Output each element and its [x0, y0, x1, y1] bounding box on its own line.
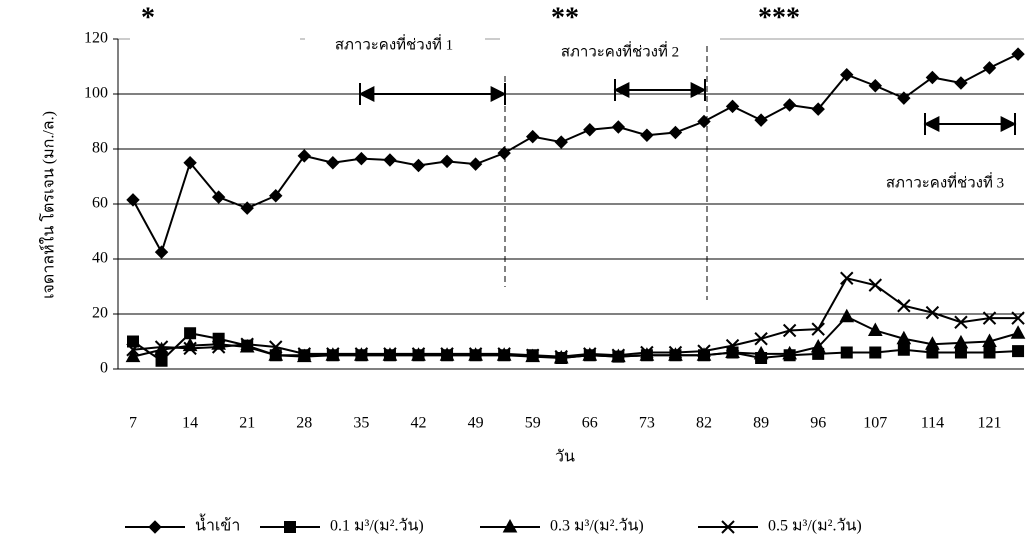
point	[1012, 48, 1024, 60]
point	[898, 344, 909, 355]
y-tick-label: 80	[92, 140, 108, 157]
x-tick-label: 28	[296, 415, 312, 432]
legend-marker	[149, 521, 161, 533]
point	[413, 160, 425, 172]
point	[470, 158, 482, 170]
x-tick-label: 96	[810, 415, 826, 432]
y-tick-label: 120	[84, 30, 108, 47]
point	[185, 328, 196, 339]
x-tick-label: 89	[753, 415, 769, 432]
legend-label: น้ำเข้า	[195, 514, 240, 535]
point	[641, 129, 653, 141]
x-tick-label: 114	[921, 415, 944, 432]
series-line	[133, 278, 1018, 356]
point	[698, 116, 710, 128]
x-tick-label: 35	[353, 415, 369, 432]
x-tick-label: 21	[239, 415, 255, 432]
x-tick-label: 107	[863, 415, 887, 432]
y-tick-label: 60	[92, 195, 108, 212]
point	[869, 324, 882, 336]
point	[784, 99, 796, 111]
legend-label: 0.5 ม³/(ม².วัน)	[768, 518, 862, 535]
x-tick-label: 42	[411, 415, 427, 432]
point	[285, 522, 296, 533]
point	[527, 131, 539, 143]
point	[669, 127, 681, 139]
point	[327, 157, 339, 169]
x-tick-label: 82	[696, 415, 712, 432]
legend-label: 0.3 ม³/(ม².วัน)	[550, 518, 644, 535]
y-tick-label: 100	[84, 85, 108, 102]
label-bg	[130, 30, 300, 48]
point	[955, 347, 966, 358]
x-tick-label: 121	[978, 415, 1002, 432]
x-tick-label: 49	[468, 415, 484, 432]
point	[870, 347, 881, 358]
annotation: สภาวะคงที่ช่วงที่ 3	[886, 171, 1004, 191]
legend-label: 0.1 ม³/(ม².วัน)	[330, 518, 424, 535]
point	[955, 77, 967, 89]
point	[840, 310, 853, 322]
y-axis-label: เจดาลห์ใน โตรเจน (มก./ล.)	[39, 111, 58, 299]
x-tick-label: 14	[182, 415, 198, 432]
chart: เจดาลห์ใน โตรเจน (มก./ล.) วัน 0 20 40 60 80 1…	[0, 0, 1028, 554]
point	[555, 136, 567, 148]
x-axis-label: วัน	[555, 449, 575, 466]
legend-marker	[285, 522, 296, 533]
x-tick-label: 7	[129, 415, 137, 432]
point	[355, 153, 367, 165]
point	[841, 347, 852, 358]
y-tick-label: 0	[100, 360, 108, 377]
point	[149, 521, 161, 533]
point	[156, 355, 167, 366]
y-tick-label: 20	[92, 305, 108, 322]
y-tick-label: 40	[92, 250, 108, 267]
point	[441, 155, 453, 167]
annotation: **	[551, 2, 579, 33]
point	[1013, 346, 1024, 357]
point	[984, 347, 995, 358]
point	[984, 62, 996, 74]
point	[869, 80, 881, 92]
point	[384, 154, 396, 166]
point	[612, 121, 624, 133]
x-tick-label: 73	[639, 415, 655, 432]
series-line	[133, 54, 1018, 252]
x-tick-label: 59	[525, 415, 541, 432]
point	[584, 124, 596, 136]
point	[156, 246, 168, 258]
point	[727, 100, 739, 112]
point	[755, 114, 767, 126]
annotation: *	[141, 2, 155, 33]
x-tick-label: 66	[582, 415, 598, 432]
annotation: ***	[758, 2, 800, 33]
point	[1012, 326, 1025, 338]
